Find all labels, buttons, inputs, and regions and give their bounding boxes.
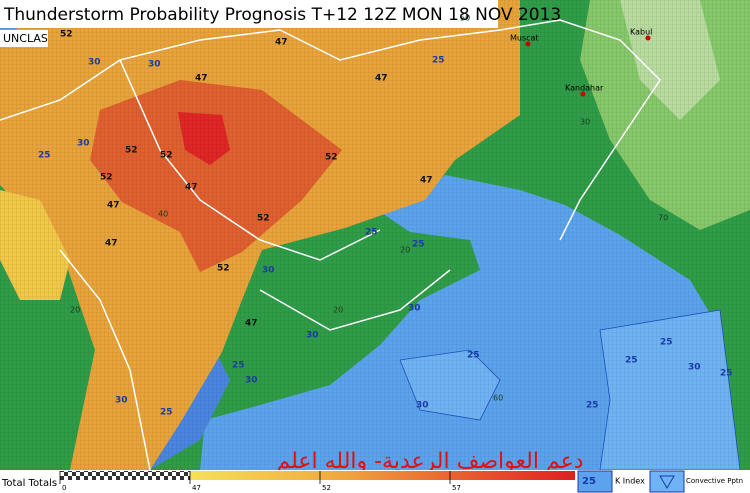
contour-label: 30 — [88, 58, 101, 68]
contour-label: 47 — [375, 74, 388, 84]
convective-swatch — [649, 470, 685, 493]
legend-tick-label: 57 — [452, 484, 461, 492]
contour-label: 52 — [257, 214, 270, 224]
place-dot — [580, 91, 586, 97]
legend-checker — [60, 471, 190, 480]
grid-label: 20 — [400, 246, 410, 255]
grid-label: 40 — [158, 210, 168, 219]
class-box — [0, 30, 48, 47]
contour-label: 30 — [408, 304, 421, 314]
title: Thunderstorm Probability Prognosis T+12 … — [3, 5, 561, 25]
grid-label: 70 — [658, 214, 668, 223]
legend-tick-label: 52 — [322, 484, 331, 492]
place-dot — [645, 35, 651, 41]
k-index-swatch — [577, 470, 613, 493]
contour-label: 52 — [160, 151, 173, 161]
contour-label: 30 — [77, 139, 90, 149]
place-dot — [525, 41, 531, 47]
grid-label: 50 — [460, 14, 470, 23]
contour-label: 30 — [245, 376, 258, 386]
contour-label: 30 — [688, 363, 701, 373]
convective-label: Convective Pptn — [686, 477, 743, 485]
border — [119, 59, 381, 261]
legend-tick-label: 0 — [62, 484, 66, 492]
contour-label: 47 — [275, 38, 288, 48]
place-label: Muscat — [510, 34, 539, 43]
grid-label: 20 — [70, 306, 80, 315]
contour-label: 25 — [720, 369, 733, 379]
classification: UNCLAS — [3, 32, 48, 45]
contour-label: 30 — [148, 60, 161, 70]
contour-label: 25 — [432, 56, 445, 66]
contour-label: 25 — [586, 401, 599, 411]
contour-label: 30 — [262, 266, 275, 276]
border — [59, 249, 151, 471]
k-index-sample: 25 — [582, 476, 596, 487]
contour-label: 52 — [125, 146, 138, 156]
contour-label: 47 — [185, 183, 198, 193]
tt-mask — [0, 0, 750, 470]
grid-label: 30 — [580, 118, 590, 127]
contour-label: 30 — [416, 401, 429, 411]
convective-symbol — [659, 475, 675, 489]
contour-label: 52 — [100, 173, 113, 183]
contour-label: 25 — [232, 361, 245, 371]
contour-label: 52 — [325, 153, 338, 163]
legend-title: Total Totals — [1, 478, 57, 489]
place-label: Kandahar — [565, 84, 604, 93]
contour-label: 25 — [38, 151, 51, 161]
watermark: دعم العواصف الرعدية- والله اعلم — [276, 449, 583, 474]
legend-scale — [190, 471, 575, 480]
grid-label: 60 — [493, 394, 503, 403]
title-box — [0, 0, 498, 28]
contour-label: 25 — [660, 338, 673, 348]
contour-label: 47 — [420, 176, 433, 186]
border — [259, 269, 451, 331]
border — [0, 29, 501, 121]
contour-label: 25 — [160, 408, 173, 418]
contour-label: 52 — [60, 30, 73, 40]
contour-label: 47 — [107, 201, 120, 211]
contour-label: 25 — [467, 351, 480, 361]
contour-label: 47 — [195, 74, 208, 84]
legend-tick-label: 47 — [192, 484, 201, 492]
contour-label: 25 — [625, 356, 638, 366]
place-label: Kabul — [630, 28, 652, 37]
contour-label: 30 — [306, 331, 319, 341]
contour-label: 25 — [365, 228, 378, 238]
grid-label: 20 — [333, 306, 343, 315]
contour-label: 30 — [115, 396, 128, 406]
contour-label: 52 — [217, 264, 230, 274]
contour-label: 47 — [245, 319, 258, 329]
k-index-label: K Index — [615, 477, 645, 486]
border — [499, 19, 661, 241]
contour-label: 25 — [412, 240, 425, 250]
contour-label: 47 — [105, 239, 118, 249]
